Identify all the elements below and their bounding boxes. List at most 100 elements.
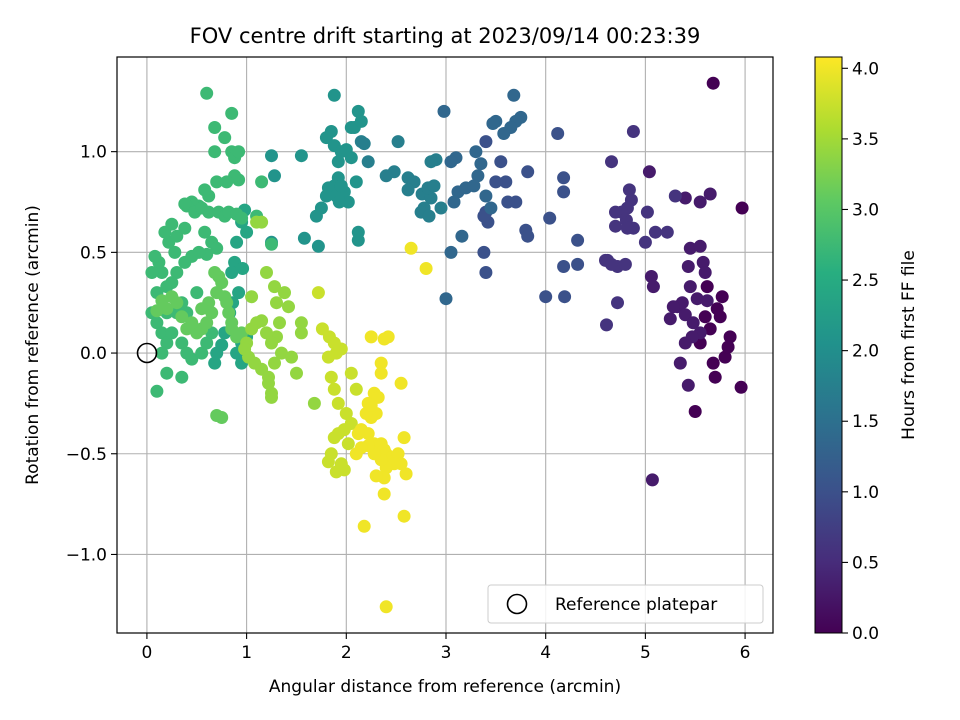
data-point [185, 352, 199, 366]
data-point [265, 149, 278, 163]
data-point [160, 366, 174, 380]
data-point [218, 131, 232, 145]
data-point [260, 326, 273, 340]
data-point [394, 376, 408, 390]
legend-marker-icon [506, 593, 528, 615]
data-point [364, 330, 378, 344]
data-point [160, 336, 174, 350]
data-point [642, 165, 656, 179]
data-point [327, 88, 341, 102]
data-point [265, 336, 278, 350]
data-point [150, 384, 164, 398]
data-point [539, 290, 553, 304]
data-point [275, 346, 288, 360]
data-point [220, 296, 234, 310]
data-point [155, 294, 169, 308]
data-point [155, 266, 169, 279]
data-point [710, 302, 724, 316]
data-point [334, 179, 348, 193]
data-point [648, 225, 662, 239]
x-tick-label: 4 [540, 643, 551, 663]
data-point [208, 356, 222, 370]
data-point [439, 292, 453, 306]
data-point [397, 431, 411, 445]
data-point [447, 195, 461, 209]
data-point [369, 469, 383, 483]
colorbar: 0.0 0.5 1.0 1.5 2.0 2.5 3.0 3.5 4.0 Hours from f… [814, 56, 919, 644]
data-point [230, 235, 244, 249]
data-point [331, 396, 345, 410]
data-point [349, 175, 363, 189]
x-tick-label: 1 [241, 643, 252, 663]
data-point [232, 145, 246, 159]
legend-box [487, 584, 764, 624]
data-point [268, 280, 281, 294]
data-point [200, 336, 214, 350]
data-point [270, 296, 283, 310]
data-point [236, 262, 250, 275]
data-point [734, 380, 748, 394]
data-point [351, 104, 365, 118]
data-point [479, 189, 493, 203]
data-point [424, 191, 438, 205]
data-point [620, 221, 634, 235]
data-point [262, 376, 275, 390]
data-point [190, 286, 204, 300]
data-point [168, 245, 182, 259]
data-point [571, 233, 585, 247]
data-point [499, 175, 513, 189]
data-point [644, 270, 658, 283]
colorbar-gradient [814, 56, 843, 634]
data-point [693, 195, 707, 209]
data-point [327, 382, 341, 396]
data-point [202, 205, 216, 219]
data-point [349, 382, 363, 396]
data-point [319, 189, 333, 203]
y-tick-label: 1.0 [80, 143, 107, 163]
y-tick-label: 0.5 [80, 243, 107, 263]
data-point [374, 356, 388, 370]
data-point [361, 427, 375, 441]
data-point [331, 155, 345, 169]
data-point [666, 300, 680, 314]
data-point [683, 241, 697, 255]
data-point [686, 316, 700, 330]
data-point [600, 318, 613, 332]
y-tick-label: −0.5 [66, 445, 107, 465]
data-point [145, 266, 159, 279]
legend: Reference platepar [487, 584, 764, 624]
data-point [497, 127, 511, 140]
data-point [668, 189, 682, 203]
y-axis-ticks: −1.0 −0.5 0.0 0.5 1.0 [66, 143, 117, 565]
data-point [321, 350, 335, 364]
data-point [225, 106, 239, 120]
data-point [681, 260, 695, 273]
data-point [663, 312, 677, 326]
data-point [309, 209, 323, 223]
data-point [212, 270, 226, 283]
data-point [235, 211, 249, 225]
data-point [479, 266, 493, 279]
data-point [150, 304, 164, 318]
colorbar-tick-label: 2.5 [852, 271, 879, 291]
data-point [551, 127, 565, 140]
data-point [419, 262, 433, 275]
data-point [307, 396, 321, 410]
data-point [471, 169, 485, 183]
data-point [294, 316, 308, 330]
data-point [255, 215, 269, 229]
data-point [178, 255, 192, 269]
data-point [422, 209, 436, 223]
data-point [195, 346, 209, 360]
colorbar-tick-label: 2.0 [852, 342, 879, 362]
data-point [351, 427, 365, 441]
data-point [673, 356, 687, 370]
x-axis-label: Angular distance from reference (arcmin) [269, 677, 621, 697]
data-point [208, 121, 222, 134]
data-point [321, 455, 335, 469]
data-point [401, 183, 415, 197]
data-point [155, 346, 169, 360]
data-point [232, 286, 246, 300]
data-point [678, 191, 692, 205]
x-tick-label: 5 [640, 643, 651, 663]
